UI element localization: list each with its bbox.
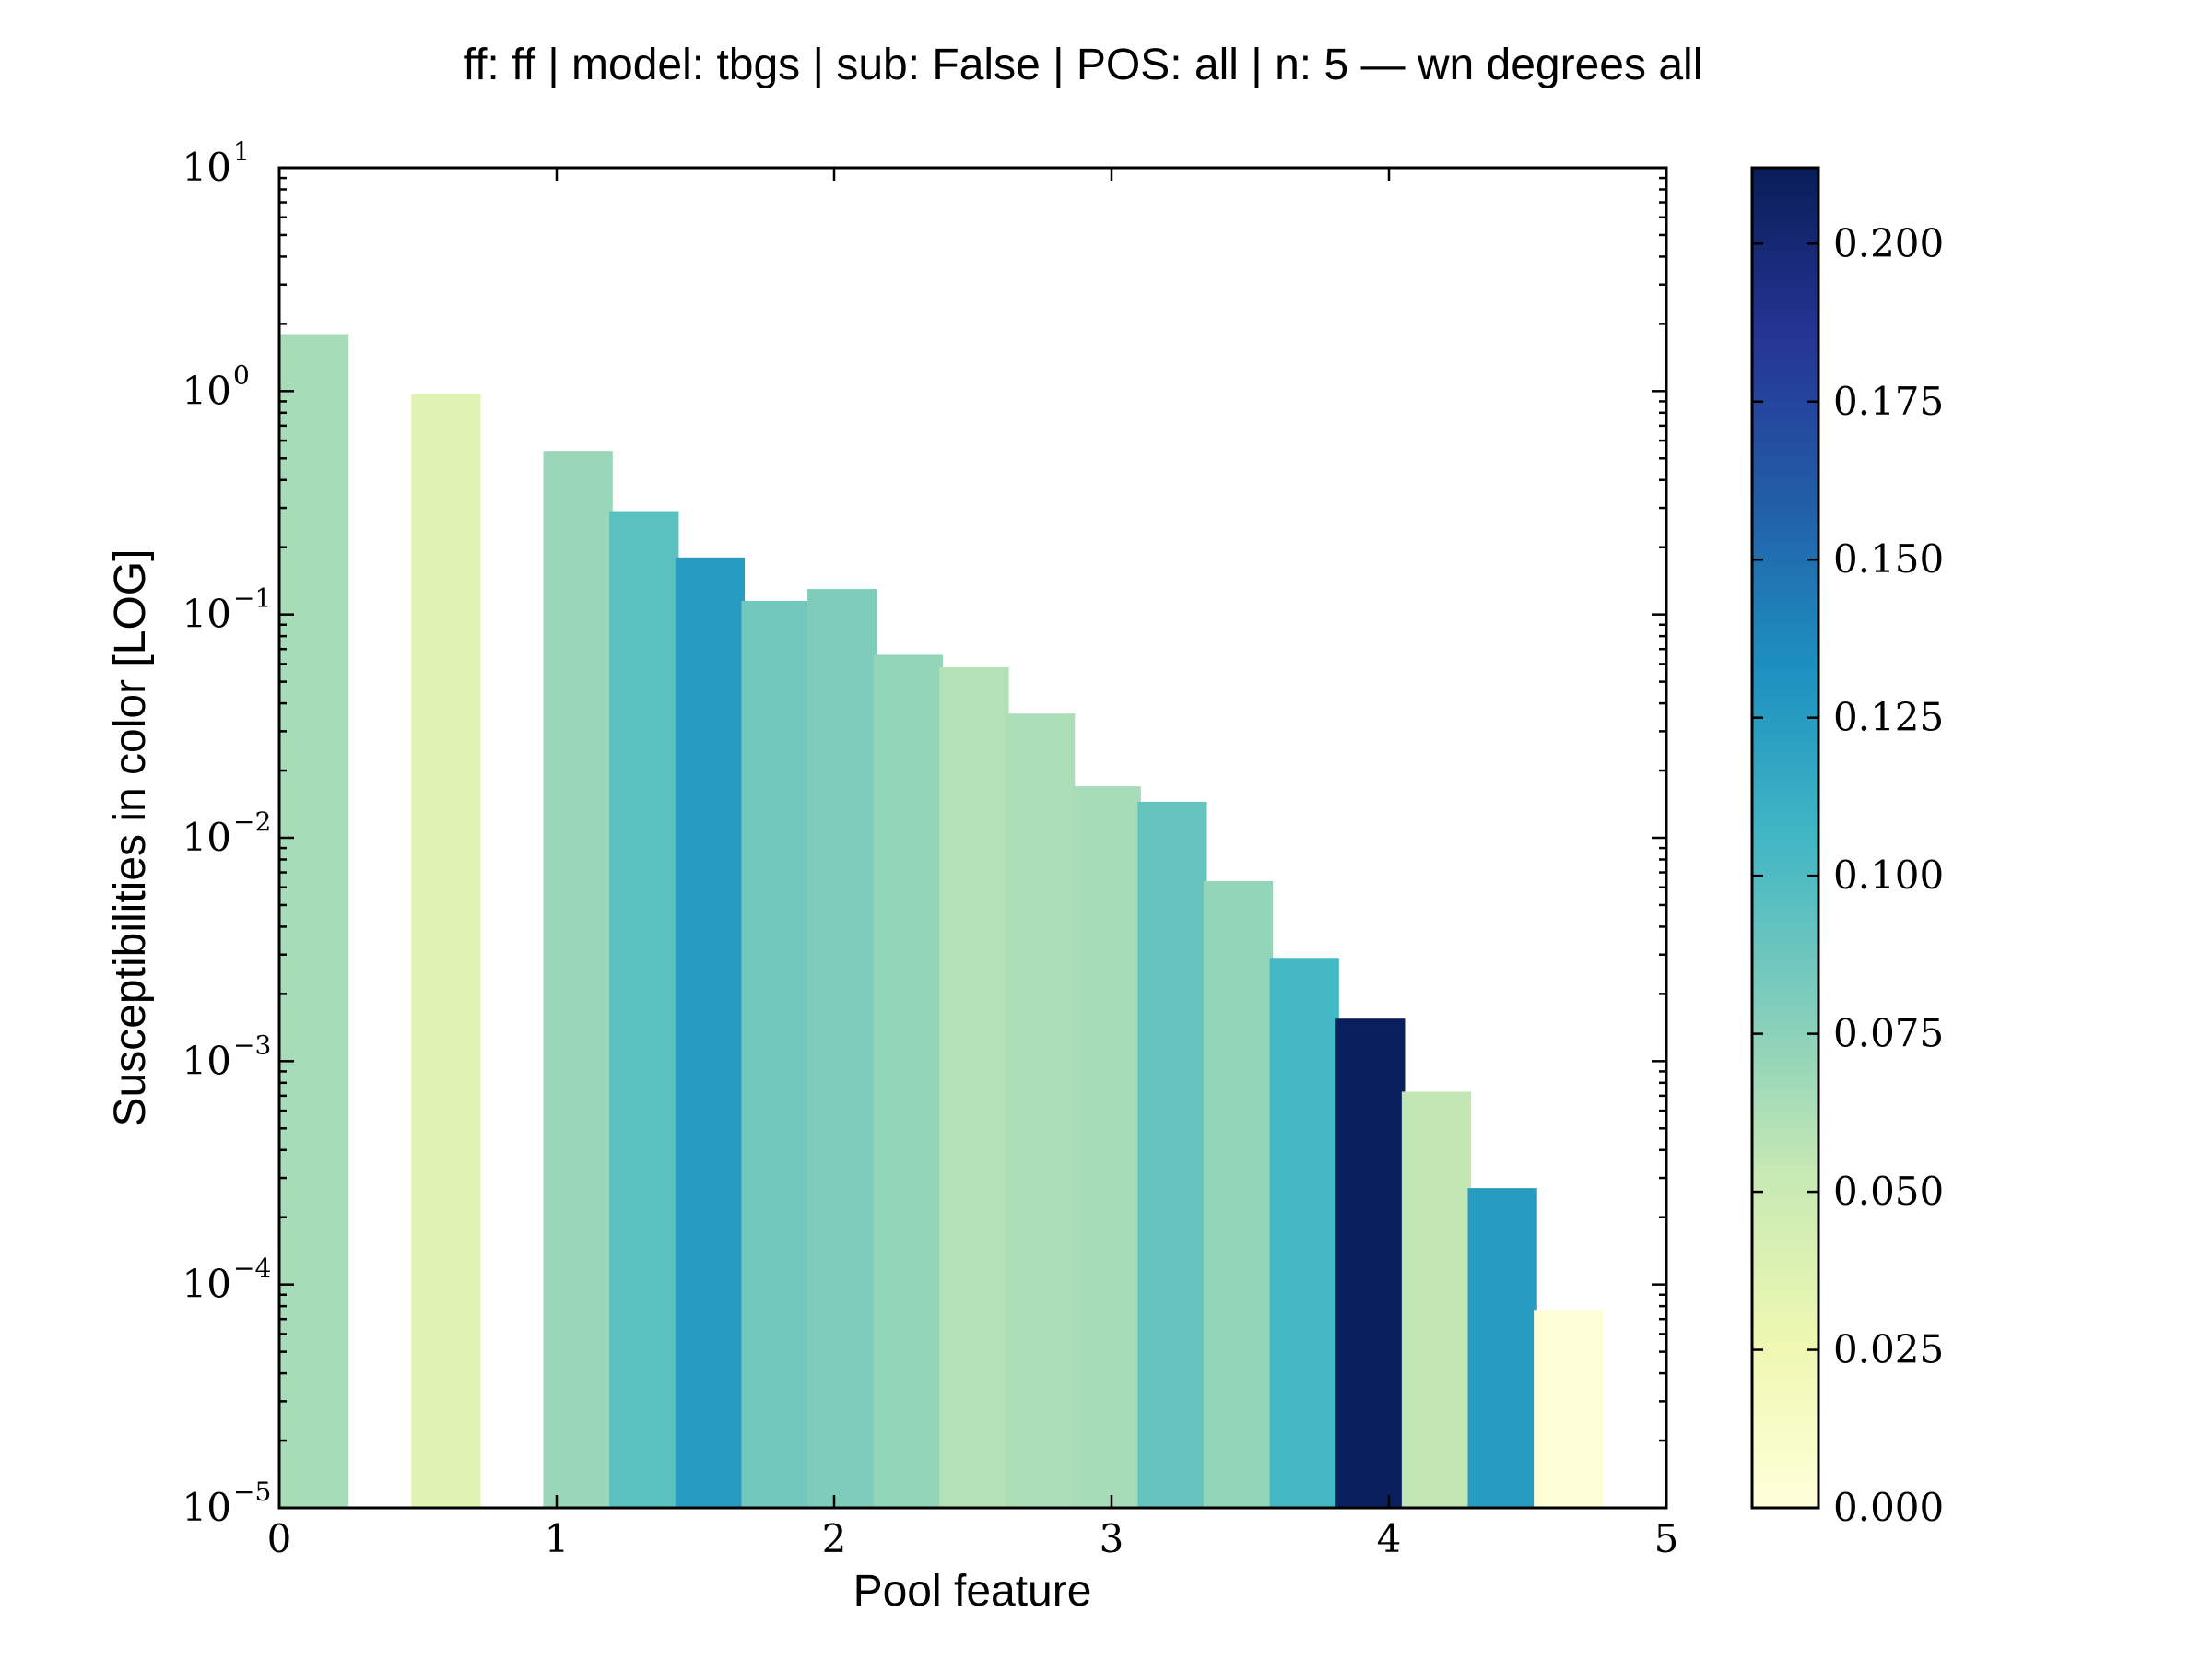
bar-9 xyxy=(1006,713,1076,1508)
x-tick-label-2: 2 xyxy=(822,1516,847,1561)
colorbar-frame xyxy=(1750,166,1820,1510)
y-tick-exponent-2: −1 xyxy=(233,583,271,614)
colorbar-tick-label-7: 0.175 xyxy=(1833,379,1944,424)
bar-2 xyxy=(543,451,613,1509)
y-tick-exponent-4: −3 xyxy=(233,1030,271,1060)
y-tick-label-4: 10 xyxy=(182,1038,231,1083)
y-tick-label-2: 10 xyxy=(182,592,231,637)
y-tick-exponent-6: −5 xyxy=(233,1477,271,1507)
bars-layer xyxy=(279,334,1604,1509)
bar-4 xyxy=(675,557,746,1508)
colorbar-tick-label-8: 0.200 xyxy=(1833,220,1944,265)
bar-0 xyxy=(279,334,349,1508)
chart-title: ff: ff | model: tbgs | sub: False | POS:… xyxy=(464,41,1703,89)
bar-13 xyxy=(1269,958,1339,1508)
colorbar: 0.000 0.025 0.050 0.075 0.100 0.125 0.150 0.175… xyxy=(1750,166,1944,1530)
colorbar-ticks: 0.000 0.025 0.050 0.075 0.100 0.125 0.150 0.175… xyxy=(1752,220,1944,1530)
y-tick-label-6: 10 xyxy=(182,1485,231,1530)
y-tick-label-1: 10 xyxy=(182,368,231,413)
bar-6 xyxy=(807,589,877,1508)
y-tick-label-3: 10 xyxy=(182,815,231,860)
x-tick-label-5: 5 xyxy=(1654,1516,1679,1561)
colorbar-tick-label-5: 0.125 xyxy=(1833,695,1944,740)
bar-3 xyxy=(609,511,679,1508)
colorbar-tick-label-1: 0.025 xyxy=(1833,1327,1944,1372)
bar-14 xyxy=(1335,1018,1406,1508)
y-tick-label-5: 10 xyxy=(182,1262,231,1307)
colorbar-tick-label-0: 0.000 xyxy=(1833,1485,1944,1530)
y-tick-exponent-1: 0 xyxy=(233,359,250,390)
bar-5 xyxy=(741,600,811,1508)
x-tick-label-0: 0 xyxy=(267,1516,292,1561)
colorbar-tick-label-4: 0.100 xyxy=(1833,853,1944,898)
y-tick-exponent-0: 1 xyxy=(233,136,250,167)
x-axis-label: Pool feature xyxy=(853,1567,1092,1616)
y-tick-label-0: 10 xyxy=(182,145,231,190)
x-tick-label-3: 3 xyxy=(1100,1516,1124,1561)
bar-12 xyxy=(1203,880,1274,1508)
bar-16 xyxy=(1467,1188,1537,1508)
bar-7 xyxy=(873,654,943,1508)
bar-1 xyxy=(411,394,481,1509)
x-tick-label-4: 4 xyxy=(1377,1516,1402,1561)
bar-17 xyxy=(1534,1310,1604,1508)
bar-15 xyxy=(1401,1091,1472,1508)
x-axis: 0 1 2 3 4 5 xyxy=(267,168,1679,1561)
y-tick-exponent-5: −4 xyxy=(233,1253,271,1284)
colorbar-tick-label-3: 0.075 xyxy=(1833,1011,1944,1056)
x-tick-label-1: 1 xyxy=(545,1516,570,1561)
bar-11 xyxy=(1137,801,1207,1508)
bar-10 xyxy=(1071,786,1141,1508)
y-axis-label: Susceptibilities in color [LOG] xyxy=(106,549,155,1127)
colorbar-tick-label-6: 0.150 xyxy=(1833,536,1944,582)
plot-frame xyxy=(277,166,1668,1510)
colorbar-tick-label-2: 0.050 xyxy=(1833,1169,1944,1214)
y-tick-exponent-3: −2 xyxy=(233,806,271,837)
colorbar-gradient xyxy=(1752,168,1818,1508)
bar-8 xyxy=(939,666,1009,1508)
